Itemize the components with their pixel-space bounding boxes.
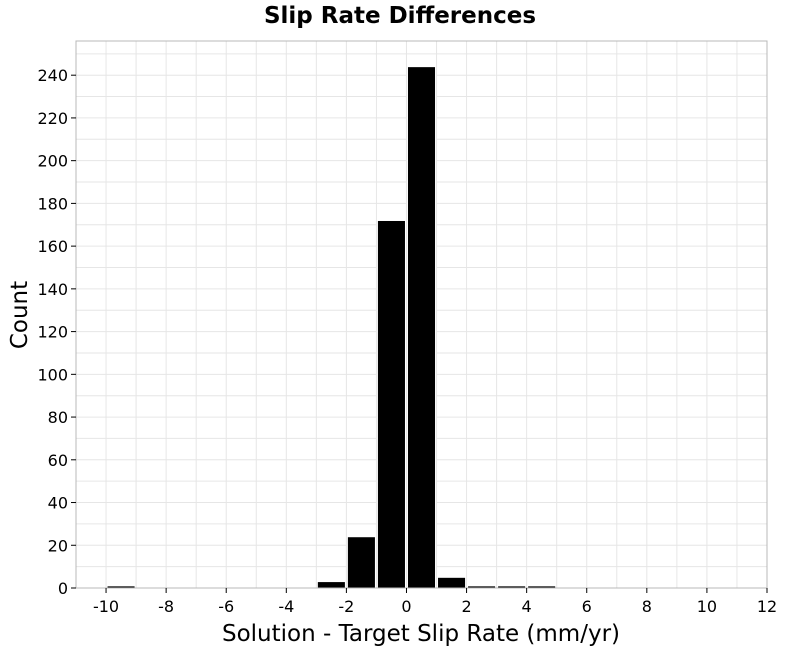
x-axis-label: Solution - Target Slip Rate (mm/yr) — [222, 621, 620, 647]
y-tick-label: 160 — [37, 237, 68, 256]
axis-ticks: -10 -8 -6 -4 -2 0 2 4 6 8 10 1202040608010012014016… — [37, 66, 777, 616]
x-tick-label: -2 — [338, 597, 354, 616]
histogram-bar — [346, 536, 376, 589]
x-tick-label: -6 — [218, 597, 234, 616]
x-tick-label: -10 — [93, 597, 119, 616]
x-tick-label: 12 — [757, 597, 777, 616]
bars — [106, 66, 557, 589]
y-tick-label: 20 — [48, 536, 68, 555]
y-tick-label: 200 — [37, 152, 68, 171]
histogram-bar — [406, 66, 437, 589]
x-tick-label: 0 — [401, 597, 411, 616]
x-tick-label: 8 — [642, 597, 652, 616]
x-tick-label: 4 — [522, 597, 532, 616]
histogram-bar — [437, 576, 467, 589]
x-tick-label: 6 — [582, 597, 592, 616]
x-tick-label: 10 — [697, 597, 717, 616]
x-tick-label: -8 — [158, 597, 174, 616]
y-axis-label: Count — [7, 281, 33, 349]
y-tick-label: 120 — [37, 323, 68, 342]
y-tick-label: 220 — [37, 109, 68, 128]
x-tick-label: 2 — [461, 597, 471, 616]
y-tick-label: 0 — [58, 579, 68, 598]
x-tick-label: -4 — [278, 597, 294, 616]
y-tick-label: 180 — [37, 194, 68, 213]
histogram-bar — [376, 219, 406, 589]
y-tick-label: 140 — [37, 280, 68, 299]
histogram-bar — [316, 581, 346, 589]
y-tick-label: 100 — [37, 365, 68, 384]
y-tick-label: 80 — [48, 408, 68, 427]
chart-title: Slip Rate Differences — [264, 3, 536, 29]
y-tick-label: 240 — [37, 66, 68, 85]
y-tick-label: 60 — [48, 451, 68, 470]
plot-frame — [75, 40, 768, 589]
y-tick-label: 40 — [48, 494, 68, 513]
